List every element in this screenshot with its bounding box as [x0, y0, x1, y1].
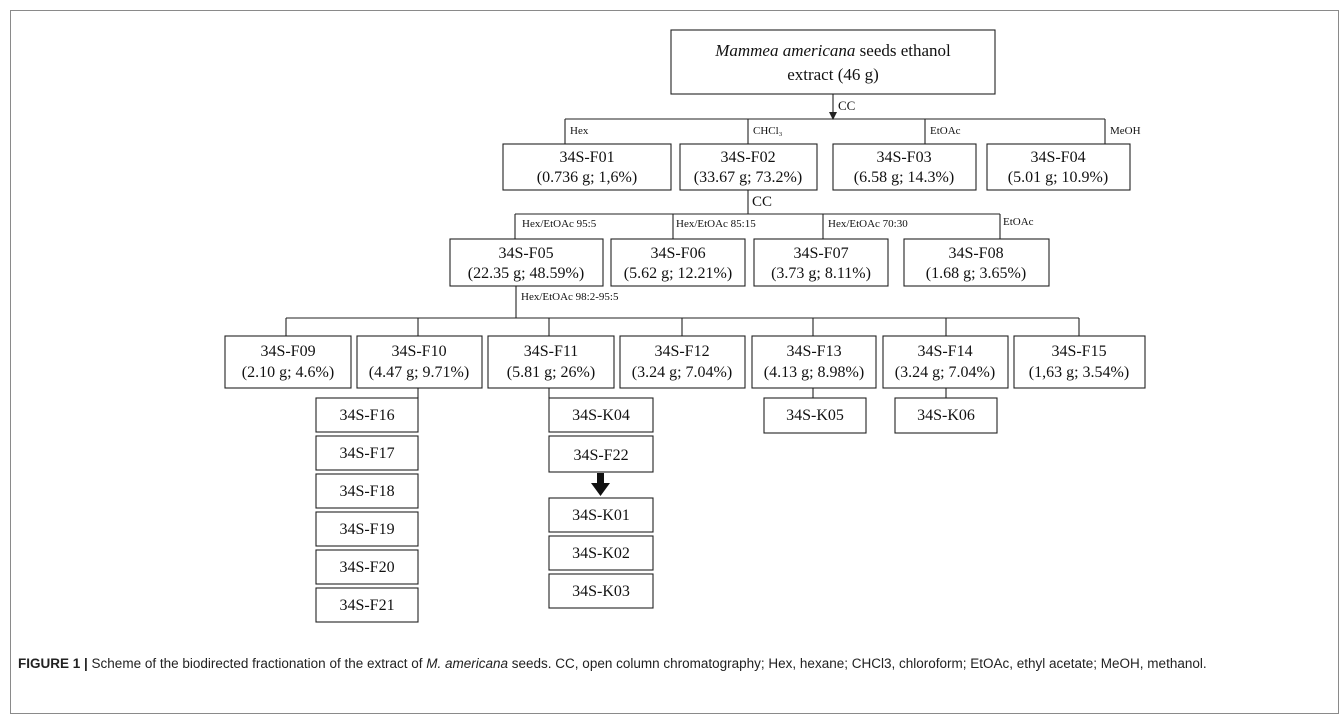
fraction-detail: (0.736 g; 1,6%) — [537, 169, 637, 186]
root-title-rest: seeds ethanol — [855, 41, 951, 60]
fraction-id: 34S-F01 — [559, 149, 614, 166]
caption-species: M. americana — [426, 656, 509, 671]
fraction-detail: (5.62 g; 12.21%) — [624, 265, 732, 282]
fraction-detail: (4.47 g; 9.71%) — [369, 364, 469, 381]
fraction-id: 34S-F06 — [650, 245, 705, 262]
fraction-id: 34S-F16 — [339, 407, 394, 424]
solvent-label-etoac-2: EtOAc — [1003, 216, 1034, 228]
solvent-label-95-5: Hex/EtOAc 95:5 — [522, 218, 597, 230]
fraction-box-f05 — [449, 238, 604, 287]
cc-label-1: CC — [838, 98, 855, 113]
fraction-box-f04 — [986, 143, 1131, 191]
fraction-box-f15 — [1013, 335, 1146, 389]
fraction-box-f13 — [751, 335, 877, 389]
caption-text-2: seeds. CC, open column chromatography; H… — [508, 656, 1207, 671]
fraction-id: 34S-K01 — [572, 507, 630, 524]
fraction-box-f10 — [356, 335, 483, 389]
fraction-id: 34S-F11 — [524, 343, 579, 360]
fraction-id: 34S-K04 — [572, 407, 630, 424]
fraction-id: 34S-K05 — [786, 407, 844, 424]
bold-down-arrow — [591, 473, 610, 496]
fraction-detail: (2.10 g; 4.6%) — [242, 364, 334, 381]
caption-text-1: Scheme of the biodirected fractionation … — [87, 656, 427, 671]
solvent-label-meoh: MeOH — [1110, 125, 1141, 137]
fraction-id: 34S-F05 — [498, 245, 553, 262]
fraction-id: 34S-F15 — [1051, 343, 1106, 360]
fraction-id: 34S-F03 — [876, 149, 931, 166]
fraction-id: 34S-F09 — [260, 343, 315, 360]
fraction-box-f07 — [753, 238, 889, 287]
solvent-label-85-15: Hex/EtOAc 85:15 — [676, 218, 756, 230]
fraction-box-f06 — [610, 238, 746, 287]
fraction-id: 34S-K03 — [572, 583, 630, 600]
fraction-box-f17 — [315, 435, 419, 471]
fraction-detail: (3.73 g; 8.11%) — [771, 265, 871, 282]
fraction-box-f18 — [315, 473, 419, 509]
fraction-detail: (1,63 g; 3.54%) — [1029, 364, 1129, 381]
fraction-id: 34S-F18 — [339, 483, 394, 500]
figure-caption: FIGURE 1 | Scheme of the biodirected fra… — [18, 654, 1318, 673]
fraction-box-f03 — [832, 143, 977, 191]
fraction-box-k05 — [763, 397, 867, 434]
fraction-box-f11 — [487, 335, 615, 389]
fraction-detail: (4.13 g; 8.98%) — [764, 364, 864, 381]
fraction-id: 34S-F14 — [917, 343, 972, 360]
fraction-box-f19 — [315, 511, 419, 547]
figure-label: FIGURE 1 | — [18, 656, 88, 671]
fraction-id: 34S-F08 — [948, 245, 1003, 262]
solvent-label-70-30: Hex/EtOAc 70:30 — [828, 218, 908, 230]
fraction-box-k01 — [548, 497, 654, 533]
fraction-id: 34S-F22 — [573, 447, 628, 464]
fraction-id: 34S-K02 — [572, 545, 630, 562]
fraction-id: 34S-F21 — [339, 597, 394, 614]
fraction-id: 34S-F07 — [793, 245, 848, 262]
fraction-id: 34S-F13 — [786, 343, 841, 360]
fraction-box-f16 — [315, 397, 419, 433]
fraction-id: 34S-F19 — [339, 521, 394, 538]
solvent-label-98-2: Hex/EtOAc 98:2-95:5 — [521, 291, 619, 303]
fraction-box-f02 — [679, 143, 818, 191]
fraction-detail: (5.01 g; 10.9%) — [1008, 169, 1108, 186]
fraction-id: 34S-F17 — [339, 445, 394, 462]
fraction-id: 34S-F20 — [339, 559, 394, 576]
fraction-box-f22 — [548, 435, 654, 473]
fraction-detail: (6.58 g; 14.3%) — [854, 169, 954, 186]
fraction-box-f14 — [882, 335, 1009, 389]
fraction-box-f20 — [315, 549, 419, 585]
solvent-label-chcl3: CHCl₃ — [753, 125, 783, 137]
fraction-box-k06 — [894, 397, 998, 434]
root-extract-box — [670, 29, 996, 95]
fraction-id: 34S-F12 — [654, 343, 709, 360]
fraction-detail: (3.24 g; 7.04%) — [632, 364, 732, 381]
fraction-detail: (22.35 g; 48.59%) — [468, 265, 584, 282]
fraction-box-k02 — [548, 535, 654, 571]
cc-label-2: CC — [752, 194, 772, 210]
fractionation-scheme: Mammea americana seeds ethanol extract (… — [224, 29, 1146, 623]
fraction-id: 34S-K06 — [917, 407, 975, 424]
fraction-id: 34S-F10 — [391, 343, 446, 360]
root-title: Mammea americana seeds ethanol — [714, 41, 951, 60]
fraction-box-k03 — [548, 573, 654, 609]
root-species-name: Mammea americana — [714, 41, 855, 60]
fraction-box-f21 — [315, 587, 419, 623]
fraction-box-f08 — [903, 238, 1050, 287]
fraction-detail: (33.67 g; 73.2%) — [694, 169, 802, 186]
fraction-detail: (5.81 g; 26%) — [507, 364, 595, 381]
fraction-box-f12 — [619, 335, 746, 389]
fraction-id: 34S-F02 — [720, 149, 775, 166]
fraction-id: 34S-F04 — [1030, 149, 1085, 166]
root-extract-mass: extract (46 g) — [787, 65, 879, 84]
fraction-box-k04 — [548, 397, 654, 433]
fraction-box-f09 — [224, 335, 352, 389]
solvent-label-etoac: EtOAc — [930, 125, 961, 137]
fraction-box-f01 — [502, 143, 672, 191]
solvent-label-hex: Hex — [570, 125, 589, 137]
fraction-detail: (3.24 g; 7.04%) — [895, 364, 995, 381]
fraction-detail: (1.68 g; 3.65%) — [926, 265, 1026, 282]
